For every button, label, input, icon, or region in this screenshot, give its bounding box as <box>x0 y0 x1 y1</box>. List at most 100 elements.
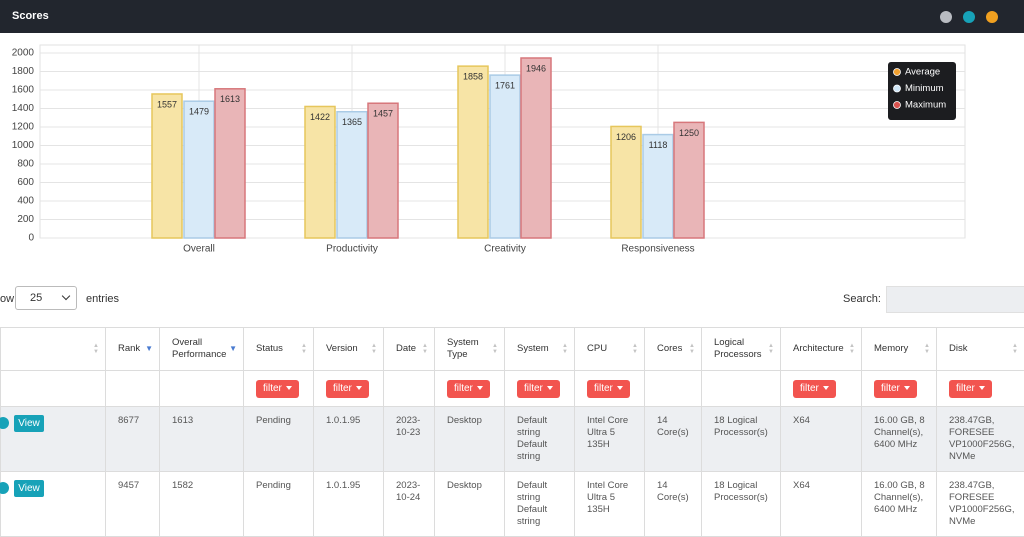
table-cell: X64 <box>780 471 862 537</box>
table-cell: 1.0.1.95 <box>313 471 384 537</box>
filter-button[interactable]: filter <box>256 379 299 398</box>
table-cell: 16.00 GB, 8 Channel(s), 6400 MHz <box>861 471 937 537</box>
bar <box>336 110 368 239</box>
table-row: View 8677 1613 Pending 1.0.1.95 2023-10-23 Des… <box>0 406 1024 472</box>
bar <box>367 102 399 239</box>
table-cell: 2023-10-23 <box>383 406 435 472</box>
column-title: Architecture <box>793 343 844 354</box>
view-button[interactable]: View <box>14 415 44 432</box>
filter-cell <box>0 370 106 407</box>
bar-value-label: 1118 <box>649 140 668 150</box>
table-cell: 2023-10-24 <box>383 471 435 537</box>
chart: 0 200 400 600 800 1000 1200 1400 1600 1800 2000 Ove… <box>12 44 966 255</box>
scores-table: ▲ ▼ Rank ▼ Overall Performance ▼ Status ▲ ▼ Versi… <box>0 327 1024 537</box>
header-cell: Architecture ▲ ▼ <box>780 327 862 371</box>
page-size-select[interactable]: 25 <box>15 286 77 310</box>
filter-label: filter <box>800 382 819 394</box>
filter-caret <box>822 385 829 390</box>
search-input[interactable] <box>886 286 1024 313</box>
x-tick-label: Overall <box>183 244 215 255</box>
column-title: Logical Processors <box>714 337 762 360</box>
filter-cell: filter <box>313 370 384 407</box>
filter-button[interactable]: filter <box>326 379 369 398</box>
header-cell: Rank ▼ <box>105 327 160 371</box>
y-tick-label: 1400 <box>12 103 35 114</box>
column-title: Version <box>326 343 358 354</box>
sort-icon: ▲ ▼ <box>849 343 855 355</box>
filter-label: filter <box>333 382 352 394</box>
y-tick-label: 2000 <box>12 48 35 59</box>
table-cell: 18 Logical Processor(s) <box>701 471 781 537</box>
bar <box>214 88 246 239</box>
filter-caret <box>978 385 985 390</box>
table-row: View 9457 1582 Pending 1.0.1.95 2023-10-24 Des… <box>0 471 1024 537</box>
legend: Average Minimum Maximum <box>888 62 956 120</box>
header-cell: Cores ▲ ▼ <box>644 327 702 371</box>
legend-swatch <box>893 68 901 76</box>
filter-button[interactable]: filter <box>587 379 630 398</box>
sort-icon: ▲ ▼ <box>632 343 638 355</box>
header-cell: Version ▲ ▼ <box>313 327 384 371</box>
sort-icon: ▲ ▼ <box>371 343 377 355</box>
bar <box>673 121 705 239</box>
sort-icon: ▲ ▼ <box>492 343 498 355</box>
table-cell: Default string Default string <box>504 406 575 472</box>
filter-caret <box>616 385 623 390</box>
table-cell: Desktop <box>434 406 505 472</box>
filter-cell <box>701 370 781 407</box>
header-cell: System Type ▲ ▼ <box>434 327 505 371</box>
view-button[interactable]: View <box>14 480 44 497</box>
y-tick-label: 200 <box>17 214 34 225</box>
filter-cell <box>159 370 244 407</box>
table-cell: Default string Default string <box>504 471 575 537</box>
table-cell: 9457 <box>105 471 160 537</box>
header-cell: System ▲ ▼ <box>504 327 575 371</box>
sort-icon: ▲ ▼ <box>301 343 307 355</box>
action-cell: View <box>0 406 106 472</box>
table-cell: Intel Core Ultra 5 135H <box>574 471 645 537</box>
filter-caret <box>285 385 292 390</box>
header-row: ▲ ▼ Rank ▼ Overall Performance ▼ Status ▲ ▼ Versi… <box>0 327 1024 371</box>
bar-value-label: 1250 <box>679 128 699 138</box>
filter-cell: filter <box>504 370 575 407</box>
y-tick-label: 1200 <box>12 122 35 133</box>
header-cell: Status ▲ ▼ <box>243 327 314 371</box>
filter-caret <box>903 385 910 390</box>
column-title: Status <box>256 343 283 354</box>
table-cell: 18 Logical Processor(s) <box>701 406 781 472</box>
sort-icon: ▲ ▼ <box>768 343 774 355</box>
filter-cell <box>105 370 160 407</box>
sort-icon: ▼ <box>145 344 153 353</box>
y-tick-label: 1800 <box>12 66 35 77</box>
expand-toggle[interactable] <box>0 417 9 429</box>
bar-value-label: 1479 <box>189 107 209 117</box>
page-size: 25 <box>30 292 43 304</box>
table-cell: 1582 <box>159 471 244 537</box>
refresh-icon[interactable] <box>963 11 975 23</box>
expand-toggle[interactable] <box>0 482 9 494</box>
filter-button[interactable]: filter <box>447 379 490 398</box>
filter-button[interactable]: filter <box>517 379 560 398</box>
bar-value-label: 1858 <box>463 72 483 82</box>
filter-label: filter <box>881 382 900 394</box>
filter-button[interactable]: filter <box>874 379 917 398</box>
table-cell: 1.0.1.95 <box>313 406 384 472</box>
sort-icon: ▲ ▼ <box>924 343 930 355</box>
legend-box <box>888 62 956 120</box>
expand-icon[interactable] <box>940 11 952 23</box>
bar <box>304 105 336 239</box>
sort-icon: ▲ ▼ <box>422 343 428 355</box>
bar <box>489 74 521 239</box>
bar <box>457 65 489 239</box>
legend-label: Maximum <box>905 100 946 111</box>
y-tick-label: 800 <box>17 159 34 170</box>
header-cell: Memory ▲ ▼ <box>861 327 937 371</box>
x-tick-label: Responsiveness <box>621 244 694 255</box>
filter-cell: filter <box>434 370 505 407</box>
minimize-icon[interactable] <box>986 11 998 23</box>
filter-button[interactable]: filter <box>793 379 836 398</box>
bar-value-label: 1422 <box>310 112 330 122</box>
filter-label: filter <box>263 382 282 394</box>
filter-button[interactable]: filter <box>949 379 992 398</box>
